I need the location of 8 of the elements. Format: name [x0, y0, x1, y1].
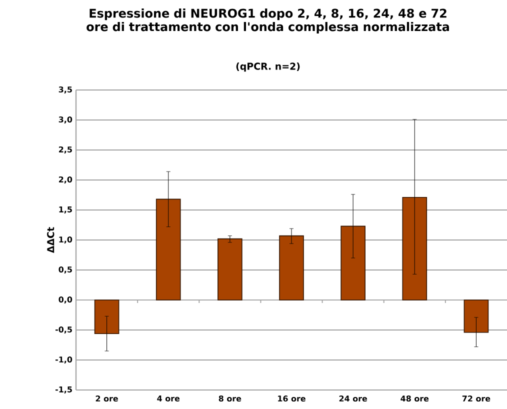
chart-title: Espressione di NEUROG1 dopo 2, 4, 8, 16, 24, 48 e 72 ore di trattamento con l'onda complessa normalizzata: [86, 8, 449, 34]
bar: [279, 235, 304, 300]
y-axis-title: ΔΔCt: [47, 227, 54, 254]
bar: [340, 226, 366, 300]
bar: [156, 198, 181, 300]
bar: [464, 300, 489, 333]
chart-subtitle: (qPCR. n=2): [236, 62, 300, 72]
bar: [218, 238, 242, 300]
